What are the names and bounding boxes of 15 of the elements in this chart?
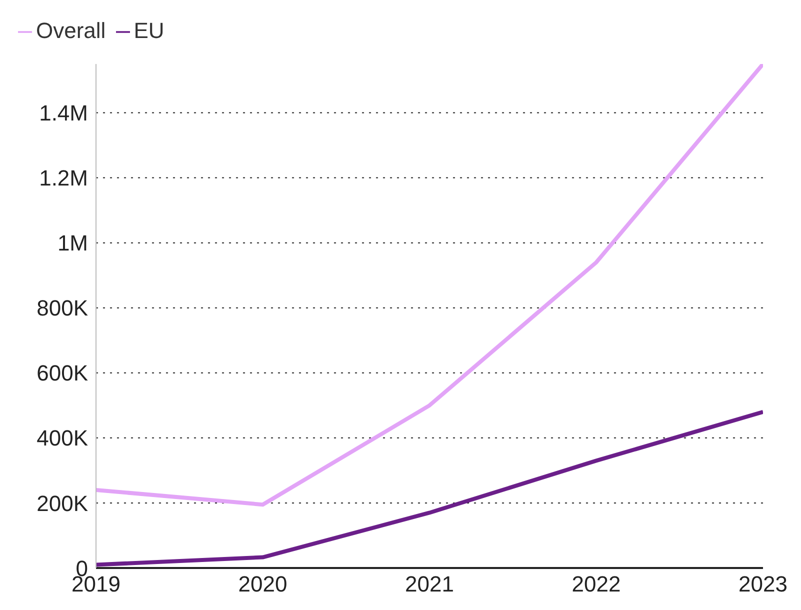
y-tick-label: 400K <box>36 426 88 451</box>
y-tick-label: 1M <box>57 230 88 256</box>
x-tick-label: 2021 <box>405 572 454 597</box>
legend-label: Overall <box>36 18 106 43</box>
line-series <box>96 410 763 567</box>
x-tick-label: 2022 <box>572 572 621 597</box>
y-tick-label: 600K <box>36 360 88 386</box>
y-tick-label: 1.2M <box>39 166 88 191</box>
y-tick-label: 800K <box>36 296 88 321</box>
x-tick-label: 2023 <box>738 572 788 597</box>
y-tick-label: 200K <box>36 490 88 516</box>
x-tick-label: 2020 <box>238 572 288 597</box>
y-tick-label: 1.4M <box>39 100 88 126</box>
line-series <box>96 64 763 507</box>
legend-label: EU <box>134 18 164 43</box>
